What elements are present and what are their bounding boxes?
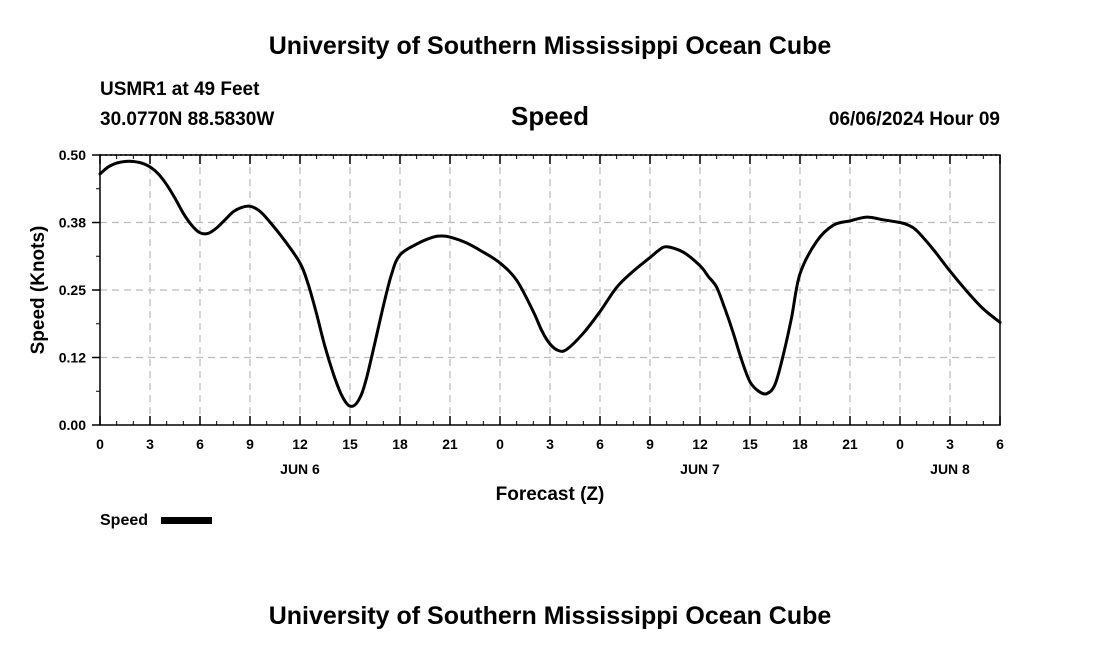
y-tick-label: 0.12 — [59, 350, 86, 366]
x-tick-label: 6 — [196, 436, 204, 452]
x-tick-label: 12 — [692, 436, 708, 452]
x-tick-label: 6 — [996, 436, 1004, 452]
x-tick-label: 6 — [596, 436, 604, 452]
x-tick-label: 12 — [292, 436, 308, 452]
x-tick-label: 9 — [246, 436, 254, 452]
x-tick-label: 3 — [546, 436, 554, 452]
y-axis-label: Speed (Knots) — [28, 226, 49, 355]
day-label: JUN 7 — [680, 461, 720, 477]
x-tick-label: 15 — [342, 436, 358, 452]
x-tick-label: 0 — [496, 436, 504, 452]
coordinates-label: 30.0770N 88.5830W — [100, 109, 274, 130]
x-tick-label: 18 — [392, 436, 408, 452]
x-tick-label: 3 — [946, 436, 954, 452]
x-tick-label: 3 — [146, 436, 154, 452]
x-tick-label: 9 — [646, 436, 654, 452]
day-label: JUN 8 — [930, 461, 970, 477]
grid-lines — [100, 154, 1000, 425]
x-tick-label: 15 — [742, 436, 758, 452]
y-tick-labels: 0.00 0.12 0.25 0.38 0.50 — [59, 147, 86, 433]
chart-title-bottom: University of Southern Mississippi Ocean… — [269, 602, 832, 630]
axis-ticks — [92, 154, 1001, 426]
day-labels: JUN 6 JUN 7 JUN 8 — [280, 461, 970, 477]
x-tick-label: 21 — [842, 436, 858, 452]
legend-swatch — [161, 517, 212, 524]
x-tick-labels: 0 3 6 9 12 15 18 21 0 3 6 9 12 15 18 21 0 3 6 — [96, 436, 1004, 452]
x-axis-label: Forecast (Z) — [496, 484, 605, 505]
variable-title: Speed — [511, 101, 589, 131]
datetime-label: 06/06/2024 Hour 09 — [829, 109, 1000, 130]
x-tick-label: 0 — [896, 436, 904, 452]
day-label: JUN 6 — [280, 461, 320, 477]
y-tick-label: 0.00 — [59, 417, 86, 433]
legend-label: Speed — [100, 512, 148, 529]
y-tick-label: 0.25 — [59, 282, 86, 298]
x-tick-label: 21 — [442, 436, 458, 452]
y-tick-label: 0.50 — [59, 147, 86, 163]
speed-series-line — [98, 159, 1002, 408]
x-tick-label: 18 — [792, 436, 808, 452]
y-tick-label: 0.38 — [59, 215, 86, 231]
chart-title-top: University of Southern Mississippi Ocean… — [269, 32, 832, 60]
x-tick-label: 0 — [96, 436, 104, 452]
station-label: USMR1 at 49 Feet — [100, 79, 260, 100]
